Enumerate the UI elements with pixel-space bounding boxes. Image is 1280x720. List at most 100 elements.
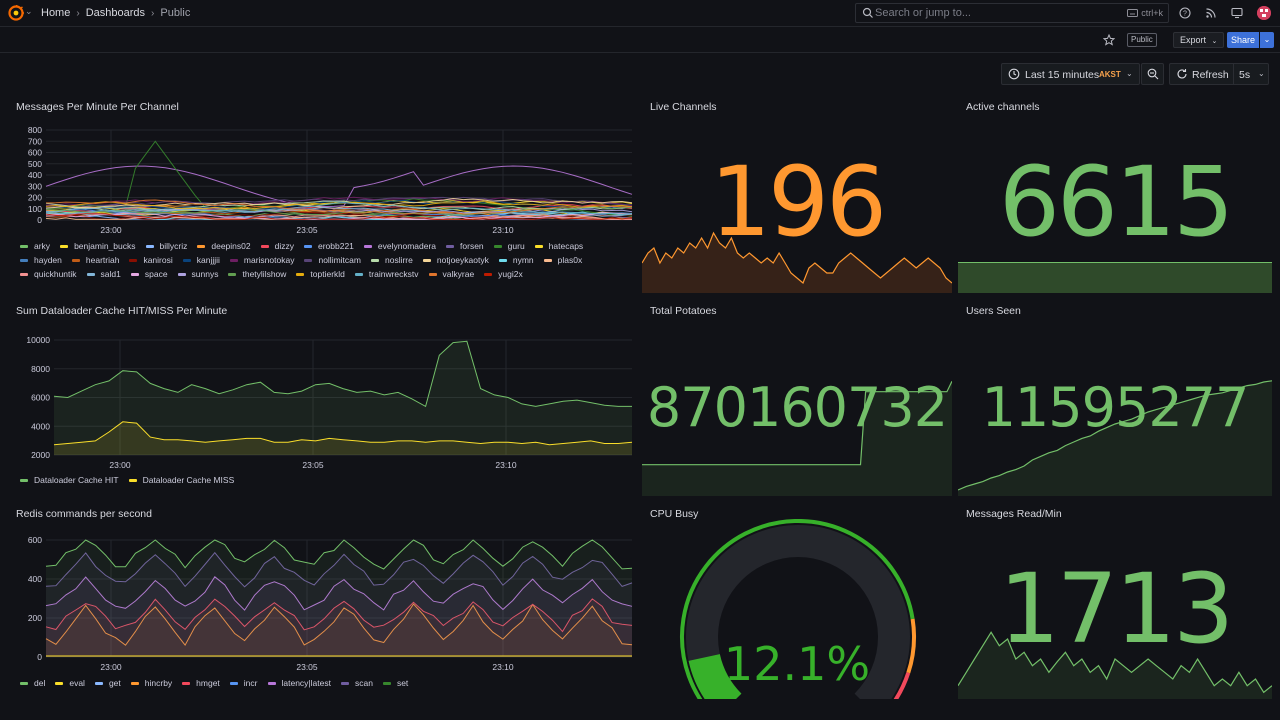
legend-item[interactable]: nymn bbox=[498, 255, 534, 265]
legend-item[interactable]: erobb221 bbox=[303, 241, 354, 251]
time-range-picker[interactable]: Last 15 minutes AKST ⌄ bbox=[1001, 63, 1140, 85]
legend-label: notjoeykaotyk bbox=[436, 255, 489, 265]
zoom-out-button[interactable] bbox=[1141, 63, 1164, 85]
y-tick-label: 0 bbox=[37, 652, 42, 662]
legend-item[interactable]: Dataloader Cache MISS bbox=[128, 475, 234, 485]
legend-item[interactable]: deepins02 bbox=[197, 241, 251, 251]
panel-title: Sum Dataloader Cache HIT/MISS Per Minute bbox=[16, 305, 228, 317]
legend-item[interactable]: thetylilshow bbox=[228, 269, 286, 279]
legend-label: erobb221 bbox=[317, 241, 354, 251]
legend-item[interactable]: noslirre bbox=[370, 255, 413, 265]
avatar[interactable] bbox=[1257, 6, 1271, 20]
series-line bbox=[45, 539, 633, 570]
legend-item[interactable]: notjoeykaotyk bbox=[422, 255, 489, 265]
legend-item[interactable]: hincrby bbox=[130, 678, 172, 688]
search-input[interactable]: Search or jump to... ctrl+k bbox=[855, 3, 1169, 23]
refresh-interval-select[interactable]: 5s bbox=[1239, 69, 1251, 81]
help-icon[interactable]: ? bbox=[1179, 7, 1191, 19]
legend-label: yugi2x bbox=[498, 269, 523, 279]
export-button[interactable]: Export ⌄ bbox=[1173, 32, 1225, 48]
gauge-threshold-green bbox=[680, 519, 915, 699]
chevron-down-icon[interactable]: ⌄ bbox=[25, 6, 33, 16]
search-icon bbox=[862, 7, 873, 18]
legend-item[interactable]: kanjjjii bbox=[182, 255, 220, 265]
legend-item[interactable]: heartriah bbox=[71, 255, 119, 265]
chevron-down-icon: ⌄ bbox=[1211, 38, 1218, 45]
legend-item[interactable]: hayden bbox=[20, 255, 62, 265]
legend-item[interactable]: eval bbox=[55, 678, 85, 688]
legend-item[interactable]: kanirosi bbox=[129, 255, 173, 265]
x-tick-label: 23:05 bbox=[302, 460, 324, 470]
grafana-logo-icon[interactable] bbox=[8, 5, 24, 21]
legend-item[interactable]: arky bbox=[20, 241, 50, 251]
y-tick-label: 100 bbox=[28, 204, 42, 214]
chevron-down-icon: ⌄ bbox=[1258, 69, 1265, 78]
time-range-label: Last 15 minutes bbox=[1025, 69, 1100, 81]
legend-item[interactable]: forsen bbox=[446, 241, 484, 251]
series-line bbox=[45, 212, 632, 220]
monitor-icon[interactable] bbox=[1231, 7, 1243, 19]
legend-label: hmget bbox=[196, 678, 220, 688]
clock-icon bbox=[1008, 68, 1020, 80]
legend-label: latency|latest bbox=[281, 678, 331, 688]
x-tick-label: 23:00 bbox=[100, 662, 122, 672]
legend-item[interactable]: marisnotokay bbox=[229, 255, 294, 265]
legend-item[interactable]: toptierkld bbox=[296, 269, 345, 279]
legend-swatch bbox=[303, 244, 312, 248]
breadcrumb-dashboards[interactable]: Dashboards bbox=[85, 7, 146, 19]
legend-label: forsen bbox=[460, 241, 484, 251]
legend-item[interactable]: space bbox=[130, 269, 168, 279]
share-dropdown-button[interactable]: ⌄ bbox=[1260, 32, 1274, 48]
share-button[interactable]: Share bbox=[1227, 32, 1259, 48]
legend-item[interactable]: billycriz bbox=[145, 241, 187, 251]
legend-item[interactable]: trainwreckstv bbox=[354, 269, 419, 279]
legend-item[interactable]: latency|latest bbox=[267, 678, 331, 688]
live-channels-value: 196 bbox=[709, 146, 887, 258]
legend-item[interactable]: get bbox=[94, 678, 121, 688]
panel-title: Messages Read/Min bbox=[966, 508, 1062, 520]
series-line bbox=[53, 421, 633, 446]
legend-item[interactable]: dizzy bbox=[260, 241, 294, 251]
chevron-down-icon: ⌄ bbox=[1126, 69, 1133, 78]
legend-item[interactable]: plas0x bbox=[543, 255, 582, 265]
legend-item[interactable]: hatecaps bbox=[534, 241, 584, 251]
legend-item[interactable]: guru bbox=[493, 241, 525, 251]
legend-label: hatecaps bbox=[548, 241, 584, 251]
breadcrumb-home[interactable]: Home bbox=[41, 7, 71, 19]
legend-item[interactable]: scan bbox=[340, 678, 373, 688]
refresh-button[interactable]: Refresh 5s ⌄ bbox=[1169, 63, 1269, 85]
x-tick-label: 23:10 bbox=[492, 662, 514, 672]
legend-swatch bbox=[229, 258, 238, 262]
legend-item[interactable]: incr bbox=[229, 678, 258, 688]
legend-item[interactable]: nollimitcam bbox=[304, 255, 361, 265]
y-tick-label: 600 bbox=[28, 148, 42, 158]
panel-dataloader-cache: Sum Dataloader Cache HIT/MISS Per Minute… bbox=[8, 298, 636, 494]
legend-label: set bbox=[396, 678, 409, 688]
legend-swatch bbox=[484, 272, 493, 276]
legend-item[interactable]: set bbox=[382, 678, 409, 688]
legend-label: Dataloader Cache HIT bbox=[34, 475, 119, 485]
y-tick-label: 10000 bbox=[26, 335, 50, 345]
legend-label: incr bbox=[243, 678, 258, 688]
legend-item[interactable]: del bbox=[20, 678, 45, 688]
legend-item[interactable]: Dataloader Cache HIT bbox=[20, 475, 119, 485]
breadcrumb-current: Public bbox=[160, 7, 191, 19]
legend-label: toptierkld bbox=[310, 269, 345, 279]
x-tick-label: 23:10 bbox=[495, 460, 517, 470]
legend-item[interactable]: benjamin_bucks bbox=[60, 241, 136, 251]
legend-label: sunnys bbox=[191, 269, 219, 279]
legend-item[interactable]: sunnys bbox=[177, 269, 219, 279]
legend-label: quickhuntik bbox=[34, 269, 77, 279]
messages-read-value: 1713 bbox=[998, 553, 1234, 665]
legend-item[interactable]: sald1 bbox=[86, 269, 121, 279]
star-icon[interactable] bbox=[1103, 34, 1115, 46]
legend-item[interactable]: yugi2x bbox=[484, 269, 523, 279]
legend-item[interactable]: quickhuntik bbox=[20, 269, 77, 279]
rss-icon[interactable] bbox=[1205, 7, 1217, 19]
active-channels-value: 6615 bbox=[998, 146, 1234, 258]
legend-swatch bbox=[228, 272, 237, 276]
legend-item[interactable]: evelynomadera bbox=[363, 241, 436, 251]
panel-title: CPU Busy bbox=[650, 508, 699, 520]
legend-item[interactable]: valkyrae bbox=[428, 269, 474, 279]
legend-item[interactable]: hmget bbox=[182, 678, 220, 688]
